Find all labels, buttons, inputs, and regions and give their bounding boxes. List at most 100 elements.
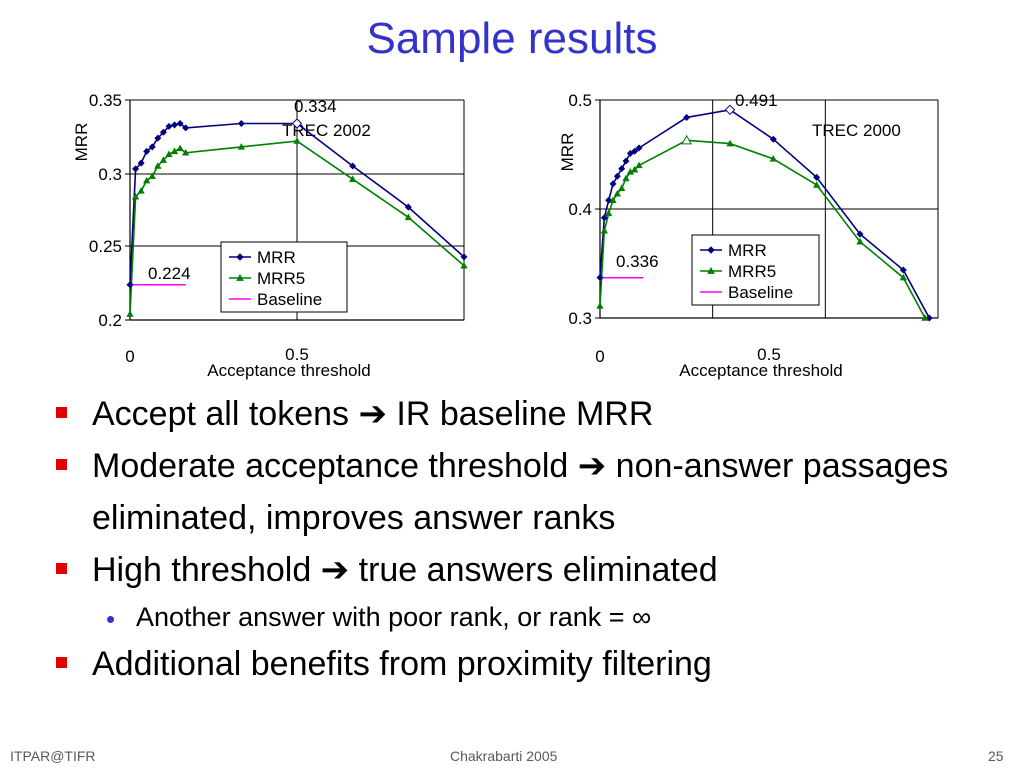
x-tick-label: 0 <box>125 347 134 366</box>
data-point-mrr5 <box>176 144 184 152</box>
data-label: 0.334 <box>294 97 337 116</box>
data-point-mrr5 <box>726 139 734 147</box>
data-point-mrr5 <box>635 161 643 169</box>
data-point-mrr5 <box>813 181 821 188</box>
bullet-text: Additional benefits from proximity filte… <box>92 645 712 683</box>
data-point-mrr <box>171 121 179 129</box>
data-point-mrr5 <box>159 156 168 163</box>
data-point-mrr <box>137 159 145 167</box>
data-point-mrr <box>683 113 691 121</box>
data-point-mrr5 <box>899 273 907 281</box>
y-tick-label: 0.35 <box>89 92 122 110</box>
data-point-mrr5 <box>165 150 173 158</box>
data-point-mrr5 <box>126 310 134 317</box>
data-point-mrr <box>596 274 604 282</box>
data-point-mrr <box>613 172 621 180</box>
legend: MRR MRR5 Baseline <box>691 234 820 306</box>
bullet-text: Another answer with poor rank, or rank =… <box>136 602 652 632</box>
data-point-mrr <box>404 203 412 211</box>
data-point-mrr5 <box>613 189 621 197</box>
y-axis-label: MRR <box>558 133 577 172</box>
data-point-mrr <box>237 119 245 127</box>
data-point-mrr <box>899 266 907 274</box>
y-tick-label: 0.3 <box>568 309 592 328</box>
data-point-mrr <box>635 144 643 152</box>
data-point-mrr <box>925 314 933 322</box>
footer-left: ITPAR@TIFR <box>10 748 96 764</box>
x-tick-label: 0.5 <box>757 345 781 364</box>
data-point-mrr <box>600 214 608 222</box>
footer-page-number: 25 <box>988 748 1004 764</box>
data-point-mrr5 <box>631 165 639 173</box>
legend-label-baseline: Baseline <box>257 290 322 309</box>
x-axis-label: Acceptance threshold <box>679 361 843 380</box>
data-point-mrr5 <box>404 213 412 221</box>
data-point-mrr5 <box>237 143 245 150</box>
data-point-mrr <box>349 162 357 170</box>
data-point-mrr5 <box>131 192 140 200</box>
legend-marker-mrr <box>707 246 715 254</box>
data-point-mrr <box>631 147 639 155</box>
chart-annotation: TREC 2000 <box>812 121 901 140</box>
data-point-mrr5 <box>769 155 777 162</box>
data-point-mrr <box>622 157 630 165</box>
data-point-mrr5 <box>154 162 162 169</box>
x-axis-label: Acceptance threshold <box>207 361 371 380</box>
bullet-list: Accept all tokens ➔ IR baseline MRR Mode… <box>52 388 1012 690</box>
slide-title: Sample results <box>366 14 658 63</box>
legend-marker-mrr <box>236 253 244 261</box>
y-tick-label: 0.25 <box>89 237 122 256</box>
data-point-mrr <box>165 122 173 130</box>
square-bullet-icon <box>56 563 67 574</box>
data-point-mrr5 <box>622 174 630 182</box>
data-point-mrr <box>176 119 184 127</box>
data-point-mrr5 <box>137 187 145 194</box>
data-point-mrr5 <box>170 147 179 155</box>
legend-marker-mrr5 <box>236 273 244 281</box>
sub-bullet-item: • Another answer with poor rank, or rank … <box>52 596 1012 638</box>
data-point-mrr <box>724 104 736 116</box>
y-tick-label: 0.2 <box>98 311 122 330</box>
legend-label-mrr5: MRR5 <box>728 262 776 281</box>
data-point-mrr <box>813 173 821 181</box>
bullet-text: High threshold ➔ true answers eliminated <box>92 551 718 589</box>
bullet-text: Moderate acceptance threshold ➔ non-answ… <box>92 447 949 537</box>
round-bullet-icon: • <box>106 604 116 634</box>
data-point-mrr <box>143 147 151 155</box>
data-point-mrr5 <box>293 137 301 144</box>
data-label: 0.336 <box>616 252 659 271</box>
legend-label-mrr5: MRR5 <box>257 269 305 288</box>
legend-box <box>220 241 348 313</box>
data-point-mrr5 <box>460 261 468 269</box>
data-point-mrr5 <box>143 176 151 184</box>
data-point-mrr5 <box>605 209 613 217</box>
data-point-mrr <box>126 281 134 289</box>
data-point-mrr5 <box>609 196 617 204</box>
y-axis-label: MRR <box>72 123 91 162</box>
data-point-mrr <box>159 128 167 136</box>
square-bullet-icon <box>56 459 67 470</box>
data-point-mrr <box>769 135 777 143</box>
bullet-text: Accept all tokens ➔ IR baseline MRR <box>92 395 654 433</box>
square-bullet-icon <box>56 657 67 668</box>
square-bullet-icon <box>56 407 67 418</box>
y-tick-label: 0.5 <box>568 92 592 110</box>
data-label: 0.224 <box>148 264 191 283</box>
chart-annotation: TREC 2002 <box>282 121 371 140</box>
x-tick-label: 0.5 <box>285 345 309 364</box>
data-point-mrr <box>460 253 468 261</box>
data-point-mrr5 <box>148 172 156 180</box>
data-point-mrr <box>618 165 626 173</box>
legend-marker-mrr5 <box>707 266 715 274</box>
data-point-mrr <box>182 124 190 132</box>
bullet-item: Additional benefits from proximity filte… <box>52 638 1012 690</box>
y-tick-label: 0.3 <box>98 165 122 184</box>
legend: MRR MRR5 Baseline <box>220 241 348 313</box>
footer: ITPAR@TIFR Chakrabarti 2005 25 <box>0 748 1024 768</box>
data-point-mrr5 <box>618 184 626 192</box>
legend-box <box>691 234 820 306</box>
data-point-mrr <box>605 196 613 204</box>
data-point-mrr5 <box>182 148 190 156</box>
data-point-mrr <box>626 149 634 157</box>
